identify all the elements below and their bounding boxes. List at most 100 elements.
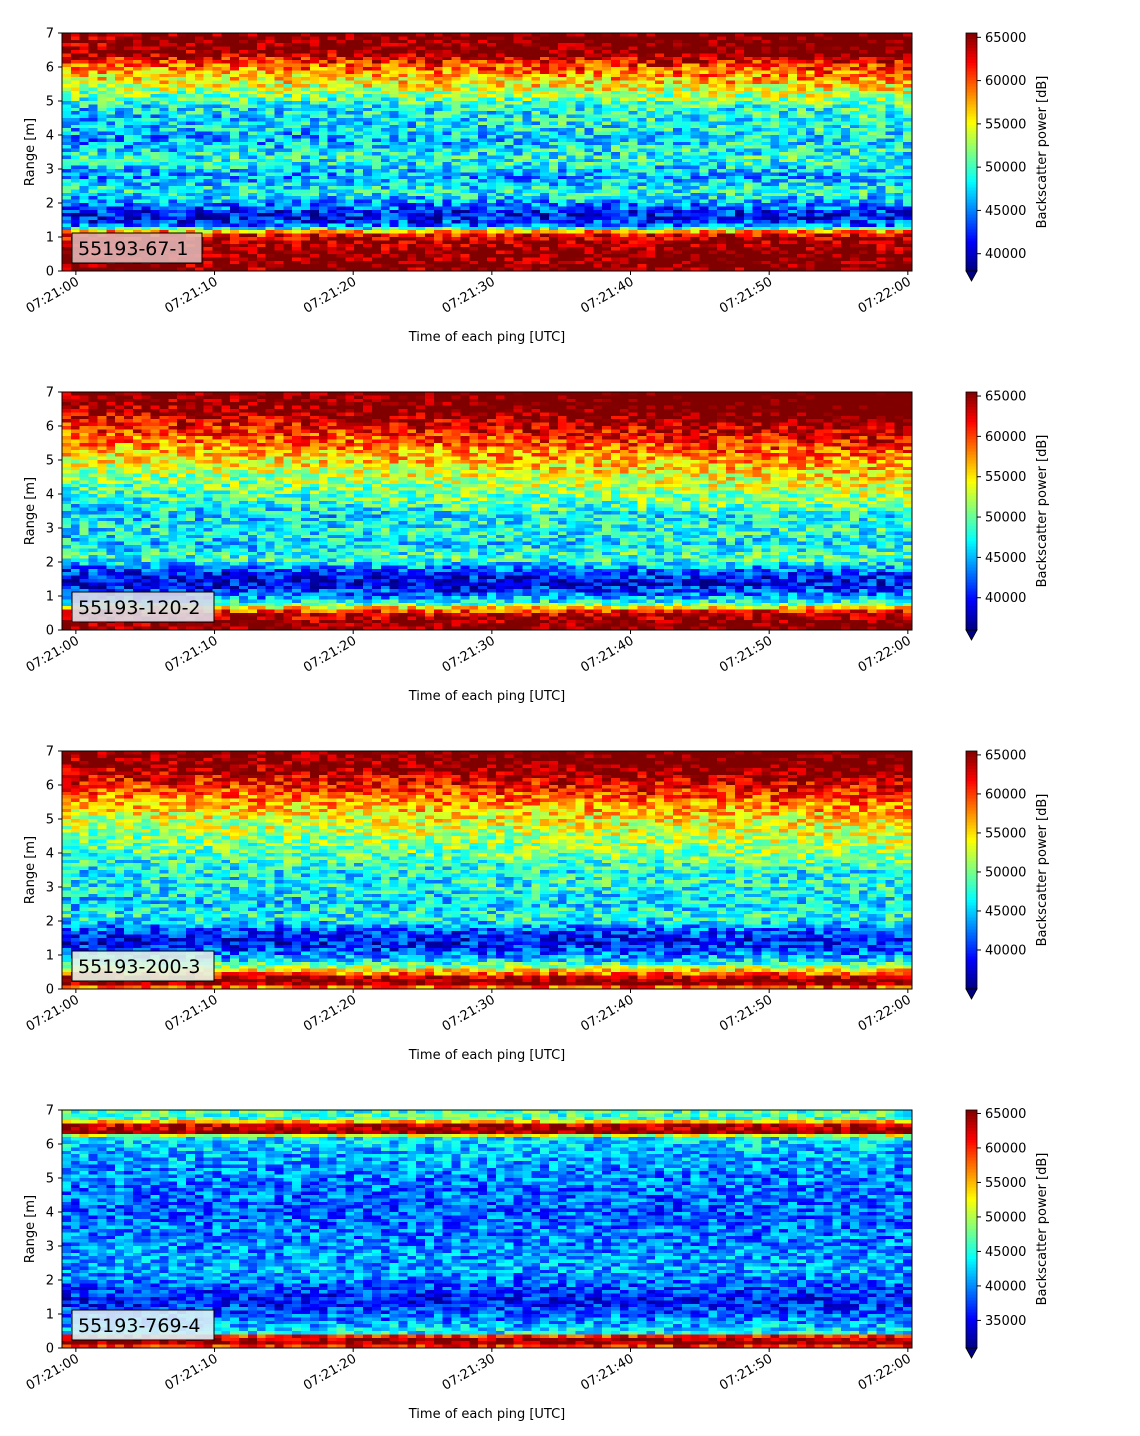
heatmap-cell <box>797 138 806 142</box>
heatmap-cell <box>292 128 301 132</box>
heatmap-cell <box>885 179 894 183</box>
heatmap-cell <box>691 162 700 166</box>
heatmap-cell <box>124 155 133 159</box>
heatmap-cell <box>850 196 859 200</box>
heatmap-cell <box>213 179 222 183</box>
heatmap-cell <box>425 196 434 200</box>
heatmap-cell <box>753 196 762 200</box>
heatmap-cell <box>266 189 275 193</box>
heatmap-cell <box>434 196 443 200</box>
heatmap-cell <box>744 189 753 193</box>
heatmap-cell <box>62 162 71 166</box>
heatmap-cell <box>487 128 496 132</box>
heatmap-cell <box>372 172 381 176</box>
heatmap-cell <box>735 196 744 200</box>
heatmap-cell <box>868 189 877 193</box>
heatmap-cell <box>416 172 425 176</box>
heatmap-cell <box>894 145 903 149</box>
heatmap-cell <box>779 172 788 176</box>
heatmap-cell <box>576 138 585 142</box>
heatmap-cell <box>124 162 133 166</box>
heatmap-cell <box>682 162 691 166</box>
heatmap-cell <box>177 196 186 200</box>
heatmap-cell <box>717 189 726 193</box>
heatmap-cell <box>151 206 160 210</box>
heatmap-cell <box>823 189 832 193</box>
heatmap-cell <box>700 179 709 183</box>
heatmap-cell <box>283 138 292 142</box>
heatmap-cell <box>708 179 717 183</box>
heatmap-cell <box>345 162 354 166</box>
heatmap-cell <box>425 179 434 183</box>
heatmap-cell <box>221 128 230 132</box>
heatmap-cell <box>257 128 266 132</box>
heatmap-cell <box>691 128 700 132</box>
heatmap-cell <box>505 155 514 159</box>
heatmap-cell <box>859 189 868 193</box>
heatmap-cell <box>195 196 204 200</box>
heatmap-cell <box>788 145 797 149</box>
heatmap-cell <box>505 172 514 176</box>
heatmap-cell <box>115 128 124 132</box>
heatmap-cell <box>452 189 461 193</box>
heatmap-cell <box>328 179 337 183</box>
heatmap-cell <box>584 138 593 142</box>
heatmap-cell <box>239 172 248 176</box>
heatmap-cell <box>629 206 638 210</box>
heatmap-cell <box>452 206 461 210</box>
heatmap-cell <box>407 172 416 176</box>
heatmap-cell <box>753 206 762 210</box>
heatmap-cell <box>726 138 735 142</box>
heatmap-cell <box>877 128 886 132</box>
heatmap-cell <box>859 196 868 200</box>
heatmap-cell <box>221 138 230 142</box>
heatmap-cell <box>142 206 151 210</box>
heatmap-cell <box>159 189 168 193</box>
heatmap-cell <box>106 196 115 200</box>
heatmap-cell <box>691 155 700 159</box>
heatmap-cell <box>186 162 195 166</box>
heatmap-cell <box>469 162 478 166</box>
heatmap-cell <box>434 206 443 210</box>
heatmap-cell <box>62 138 71 142</box>
heatmap-cell <box>248 138 257 142</box>
heatmap-cell <box>859 145 868 149</box>
heatmap-cell <box>797 155 806 159</box>
heatmap-cell <box>469 189 478 193</box>
heatmap-cell <box>806 206 815 210</box>
heatmap-cell <box>328 189 337 193</box>
heatmap-cell <box>354 179 363 183</box>
heatmap-cell <box>735 138 744 142</box>
heatmap-cell <box>443 206 452 210</box>
heatmap-cell <box>80 138 89 142</box>
heatmap-cell <box>186 196 195 200</box>
heatmap-cell <box>177 145 186 149</box>
heatmap-cell <box>761 172 770 176</box>
heatmap-cell <box>275 145 284 149</box>
heatmap-cell <box>646 189 655 193</box>
heatmap-cell <box>593 196 602 200</box>
heatmap-cell <box>859 172 868 176</box>
heatmap-cell <box>310 189 319 193</box>
heatmap-cell <box>558 172 567 176</box>
heatmap-cell <box>310 206 319 210</box>
heatmap-cell <box>159 145 168 149</box>
heatmap-cell <box>266 162 275 166</box>
heatmap-cell <box>620 162 629 166</box>
heatmap-cell <box>664 162 673 166</box>
heatmap-cell <box>434 162 443 166</box>
heatmap-cell <box>478 128 487 132</box>
heatmap-cell <box>89 206 98 210</box>
heatmap-cell <box>567 155 576 159</box>
heatmap-cell <box>664 145 673 149</box>
heatmap-cell <box>611 172 620 176</box>
heatmap-cell <box>708 155 717 159</box>
heatmap-cell <box>177 128 186 132</box>
heatmap-cell <box>655 179 664 183</box>
heatmap-cell <box>221 206 230 210</box>
heatmap-cell <box>806 155 815 159</box>
heatmap-cell <box>620 145 629 149</box>
heatmap-cell <box>416 138 425 142</box>
heatmap-cell <box>770 179 779 183</box>
heatmap-cell <box>177 206 186 210</box>
